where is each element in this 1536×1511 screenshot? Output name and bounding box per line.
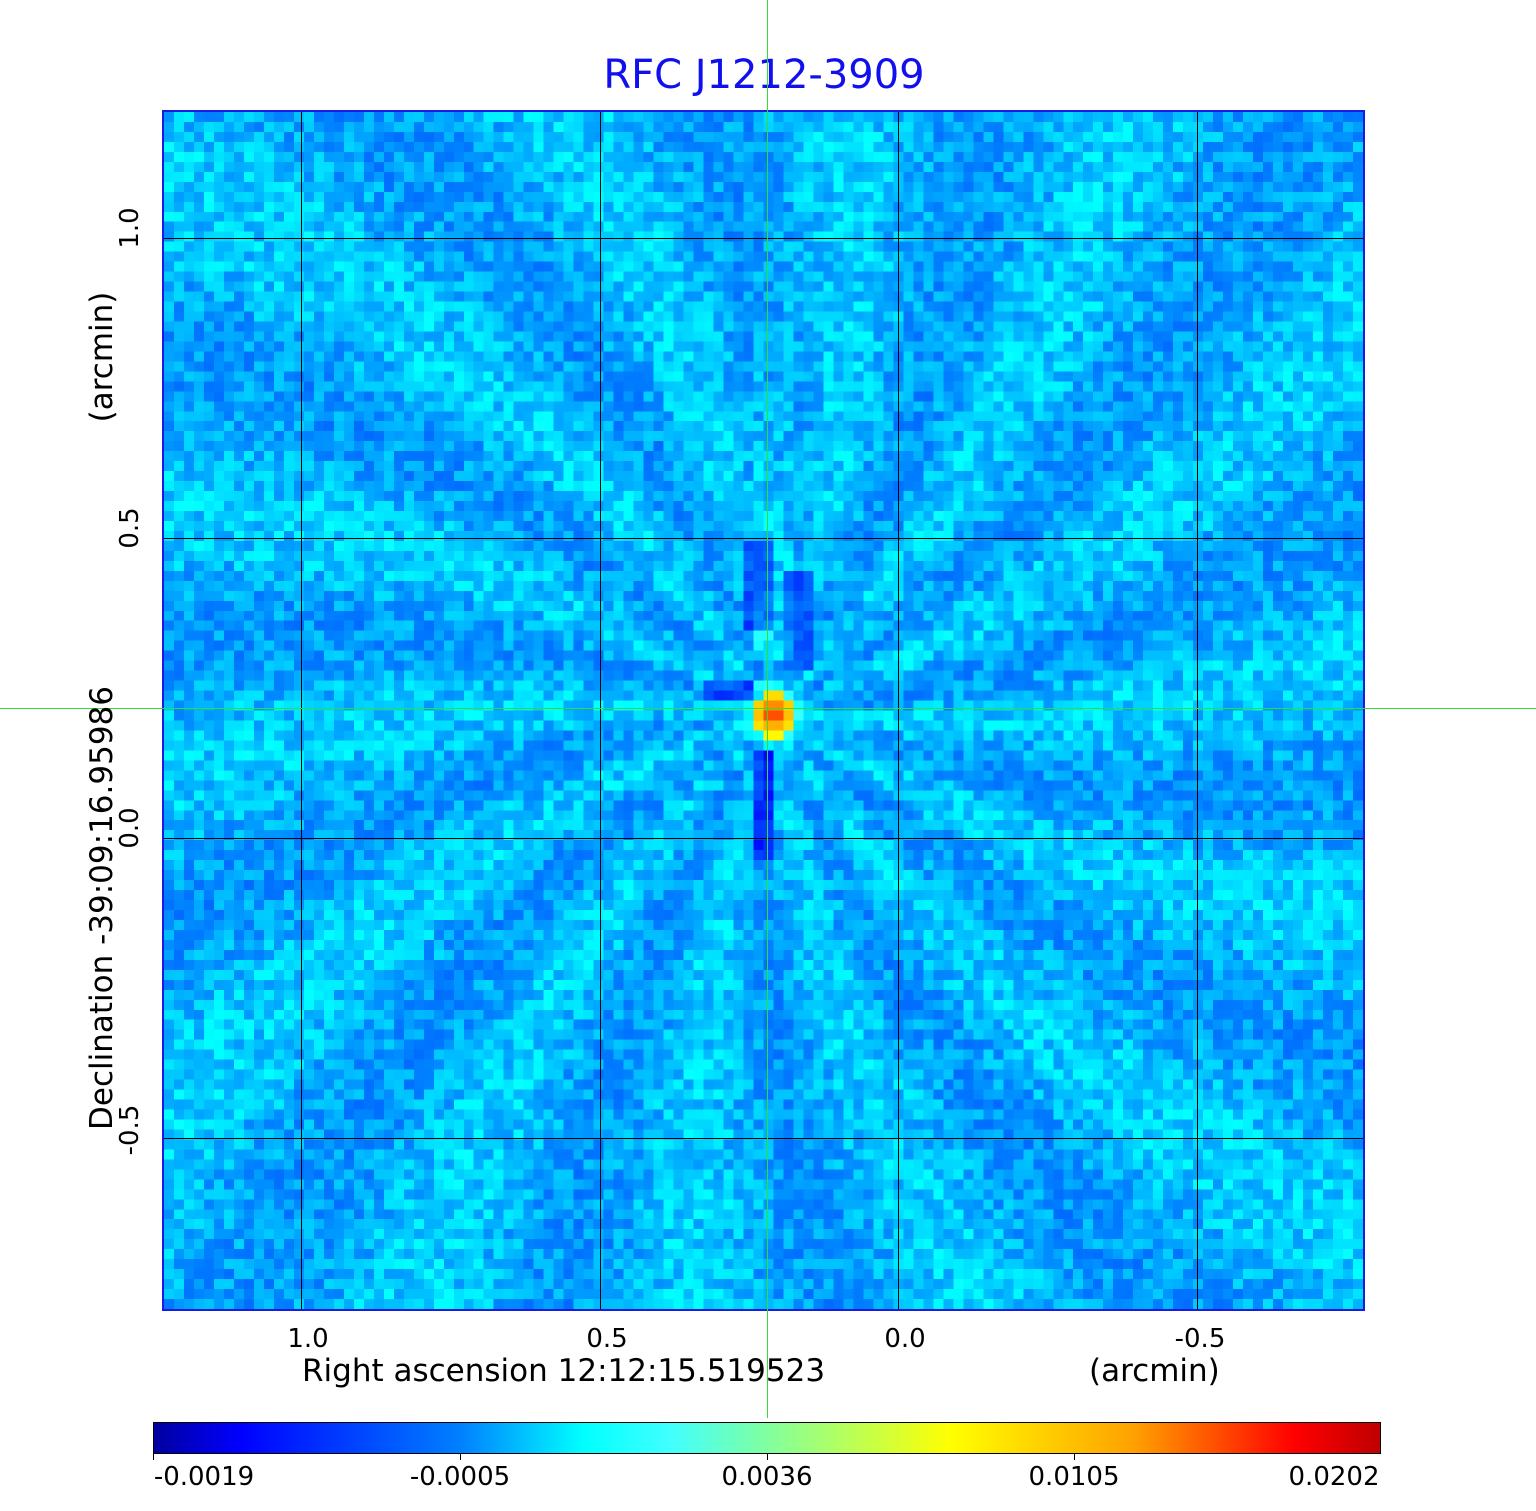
grid-line-x bbox=[1197, 112, 1198, 1309]
crosshair-horizontal bbox=[0, 708, 1536, 709]
y-tick-label: 0.5 bbox=[115, 507, 145, 549]
grid-line-y bbox=[164, 538, 1363, 539]
y-axis-label: Declination -39:09:16.95986 bbox=[84, 686, 120, 1130]
colorbar bbox=[153, 1422, 1381, 1454]
grid-line-y bbox=[164, 1138, 1363, 1139]
colorbar-tick-label: -0.0005 bbox=[409, 1462, 511, 1492]
colorbar-tick-label: -0.0019 bbox=[153, 1462, 255, 1492]
x-tick-label: -0.5 bbox=[1174, 1324, 1226, 1354]
grid-line-y bbox=[164, 838, 1363, 839]
x-tick-label: 0.0 bbox=[884, 1324, 926, 1354]
colorbar-tick bbox=[460, 1454, 461, 1460]
x-tick-label: 0.5 bbox=[586, 1324, 628, 1354]
colorbar-tick bbox=[153, 1454, 154, 1460]
x-axis-label: Right ascension 12:12:15.519523 bbox=[302, 1353, 826, 1389]
colorbar-tick bbox=[767, 1454, 768, 1460]
grid-line-y bbox=[164, 238, 1363, 239]
grid-line-x bbox=[301, 112, 302, 1309]
colorbar-tick bbox=[1074, 1454, 1075, 1460]
y-axis-unit: (arcmin) bbox=[84, 291, 120, 423]
image-plot-area[interactable] bbox=[162, 110, 1365, 1311]
grid-line-x bbox=[600, 112, 601, 1309]
grid-line-x bbox=[898, 112, 899, 1309]
x-tick-label: 1.0 bbox=[287, 1324, 329, 1354]
colorbar-tick-label: 0.0036 bbox=[721, 1462, 813, 1492]
colorbar-tick-label: 0.0202 bbox=[1288, 1462, 1380, 1492]
colorbar-tick-label: 0.0105 bbox=[1028, 1462, 1120, 1492]
heatmap-image bbox=[164, 112, 1363, 1309]
y-tick-label: 1.0 bbox=[115, 207, 145, 249]
x-axis-unit: (arcmin) bbox=[1089, 1353, 1220, 1389]
crosshair-vertical bbox=[767, 0, 768, 1418]
chart-title: RFC J1212-3909 bbox=[603, 52, 925, 98]
